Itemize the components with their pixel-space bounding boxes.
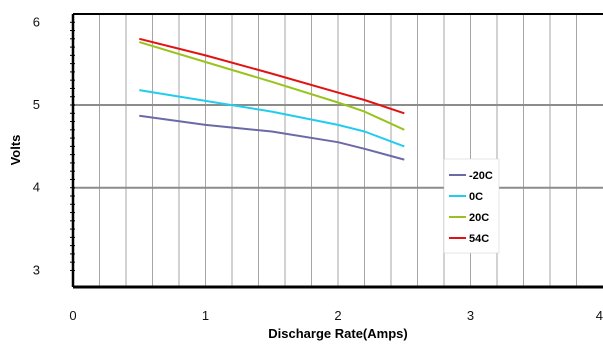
- y-tick-label: 5: [33, 97, 40, 112]
- x-tick-label: 2: [334, 308, 341, 323]
- series-line-1: [139, 89, 405, 148]
- y-tick-labels: 3 4 5 6: [33, 14, 40, 277]
- legend-label: -20C: [469, 170, 493, 182]
- y-axis-title: Volts: [8, 135, 23, 166]
- series-line-0: [139, 114, 405, 161]
- x-tick-label: 1: [202, 308, 209, 323]
- x-tick-labels: 0 1 2 3 4: [69, 308, 603, 323]
- y-tick-label: 3: [33, 262, 40, 277]
- axes: [71, 13, 603, 289]
- legend-label: 0C: [469, 191, 483, 203]
- x-axis-title: Discharge Rate(Amps): [268, 326, 407, 341]
- grid: [73, 14, 603, 287]
- legend-label: 20C: [469, 212, 489, 224]
- legend-label: 54C: [469, 233, 489, 245]
- x-tick-label: 4: [596, 308, 603, 323]
- series-line-2: [139, 41, 405, 131]
- x-tick-label: 0: [69, 308, 76, 323]
- x-tick-label: 3: [467, 308, 474, 323]
- legend: -20C 0C 20C 54C: [443, 158, 500, 254]
- y-tick-label: 6: [33, 14, 40, 29]
- series-line-3: [139, 37, 405, 115]
- series-lines: [139, 37, 405, 161]
- y-tick-label: 4: [33, 180, 40, 195]
